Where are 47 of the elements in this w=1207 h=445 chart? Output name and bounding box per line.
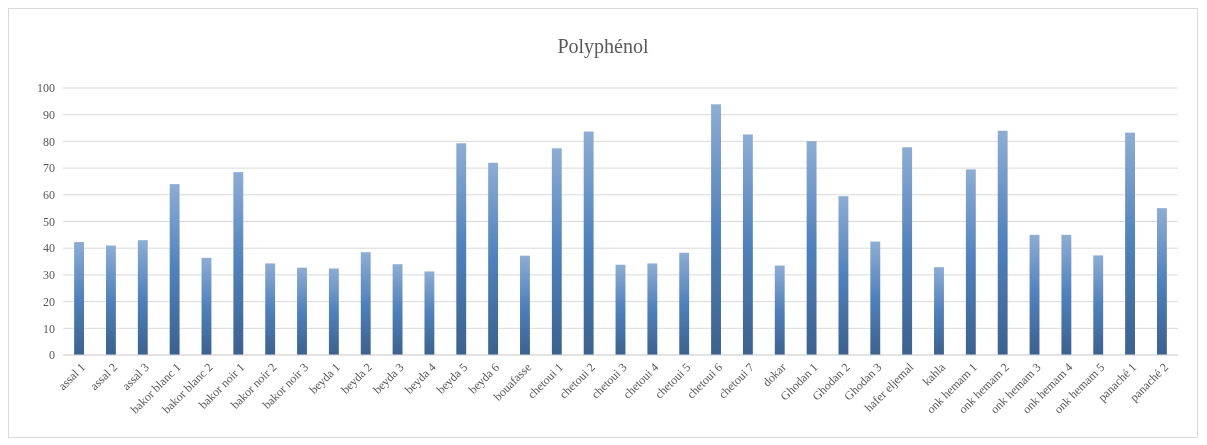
bar — [965, 169, 976, 355]
bar — [360, 252, 371, 355]
bar — [838, 196, 849, 355]
bar — [1093, 255, 1104, 355]
bar — [1061, 234, 1072, 355]
bar — [870, 241, 881, 355]
bar — [997, 130, 1008, 355]
bar — [934, 267, 944, 355]
bar — [1156, 208, 1167, 355]
bar — [265, 263, 276, 355]
bar — [679, 252, 690, 355]
y-tick-label: 80 — [43, 134, 55, 149]
bar — [615, 264, 626, 355]
y-tick-label: 90 — [43, 107, 55, 122]
bar — [456, 143, 467, 355]
y-tick-label: 70 — [43, 161, 55, 176]
y-tick-label: 0 — [49, 348, 55, 363]
bar — [583, 131, 594, 355]
bar — [806, 141, 817, 355]
y-tick-label: 60 — [43, 188, 55, 202]
bar — [328, 268, 339, 355]
y-tick-label: 100 — [37, 81, 55, 96]
bar — [424, 271, 435, 355]
bar — [551, 148, 562, 355]
y-tick-label: 30 — [43, 268, 55, 283]
y-tick-label: 20 — [43, 294, 55, 309]
bar — [169, 184, 180, 355]
bar — [201, 257, 212, 355]
bar — [297, 267, 307, 355]
y-tick-label: 40 — [43, 241, 55, 256]
bar — [742, 134, 753, 355]
bar — [1125, 132, 1135, 355]
y-tick-label: 50 — [43, 214, 55, 229]
bar — [647, 263, 658, 355]
bar — [711, 104, 721, 355]
y-tick-label: 10 — [43, 321, 55, 336]
bar — [488, 162, 499, 355]
bar — [902, 147, 913, 355]
bar — [1029, 234, 1040, 355]
bar — [392, 264, 403, 355]
bar — [74, 242, 85, 355]
bar — [520, 255, 530, 355]
bar — [233, 172, 244, 355]
bar — [774, 265, 785, 355]
bar — [105, 245, 116, 355]
chart-title: Polyphénol — [557, 35, 649, 58]
bar — [137, 240, 148, 355]
